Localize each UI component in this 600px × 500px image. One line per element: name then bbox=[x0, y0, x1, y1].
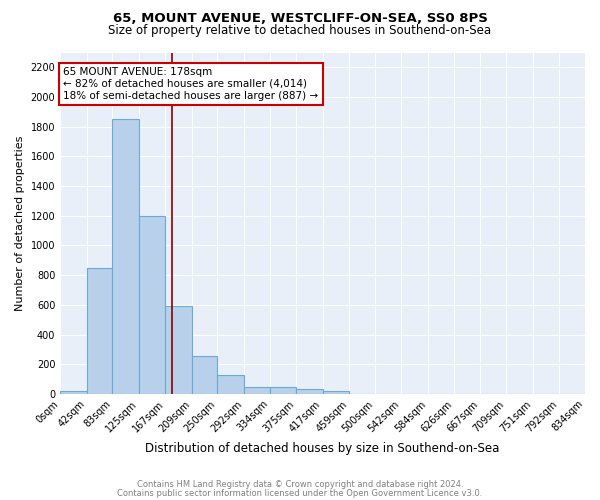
Bar bbox=[112, 120, 139, 394]
Bar bbox=[60, 391, 86, 394]
Text: 65 MOUNT AVENUE: 178sqm
← 82% of detached houses are smaller (4,014)
18% of semi: 65 MOUNT AVENUE: 178sqm ← 82% of detache… bbox=[64, 68, 319, 100]
Text: Size of property relative to detached houses in Southend-on-Sea: Size of property relative to detached ho… bbox=[109, 24, 491, 37]
Bar bbox=[86, 268, 112, 394]
Bar bbox=[296, 390, 323, 394]
Bar bbox=[139, 216, 165, 394]
Text: 65, MOUNT AVENUE, WESTCLIFF-ON-SEA, SS0 8PS: 65, MOUNT AVENUE, WESTCLIFF-ON-SEA, SS0 … bbox=[113, 12, 487, 26]
Bar bbox=[191, 356, 217, 394]
Bar bbox=[217, 374, 244, 394]
Text: Contains HM Land Registry data © Crown copyright and database right 2024.: Contains HM Land Registry data © Crown c… bbox=[137, 480, 463, 489]
Bar bbox=[165, 306, 191, 394]
Y-axis label: Number of detached properties: Number of detached properties bbox=[15, 136, 25, 311]
Bar bbox=[244, 387, 271, 394]
X-axis label: Distribution of detached houses by size in Southend-on-Sea: Distribution of detached houses by size … bbox=[145, 442, 500, 455]
Bar bbox=[271, 387, 296, 394]
Bar bbox=[323, 391, 349, 394]
Text: Contains public sector information licensed under the Open Government Licence v3: Contains public sector information licen… bbox=[118, 488, 482, 498]
